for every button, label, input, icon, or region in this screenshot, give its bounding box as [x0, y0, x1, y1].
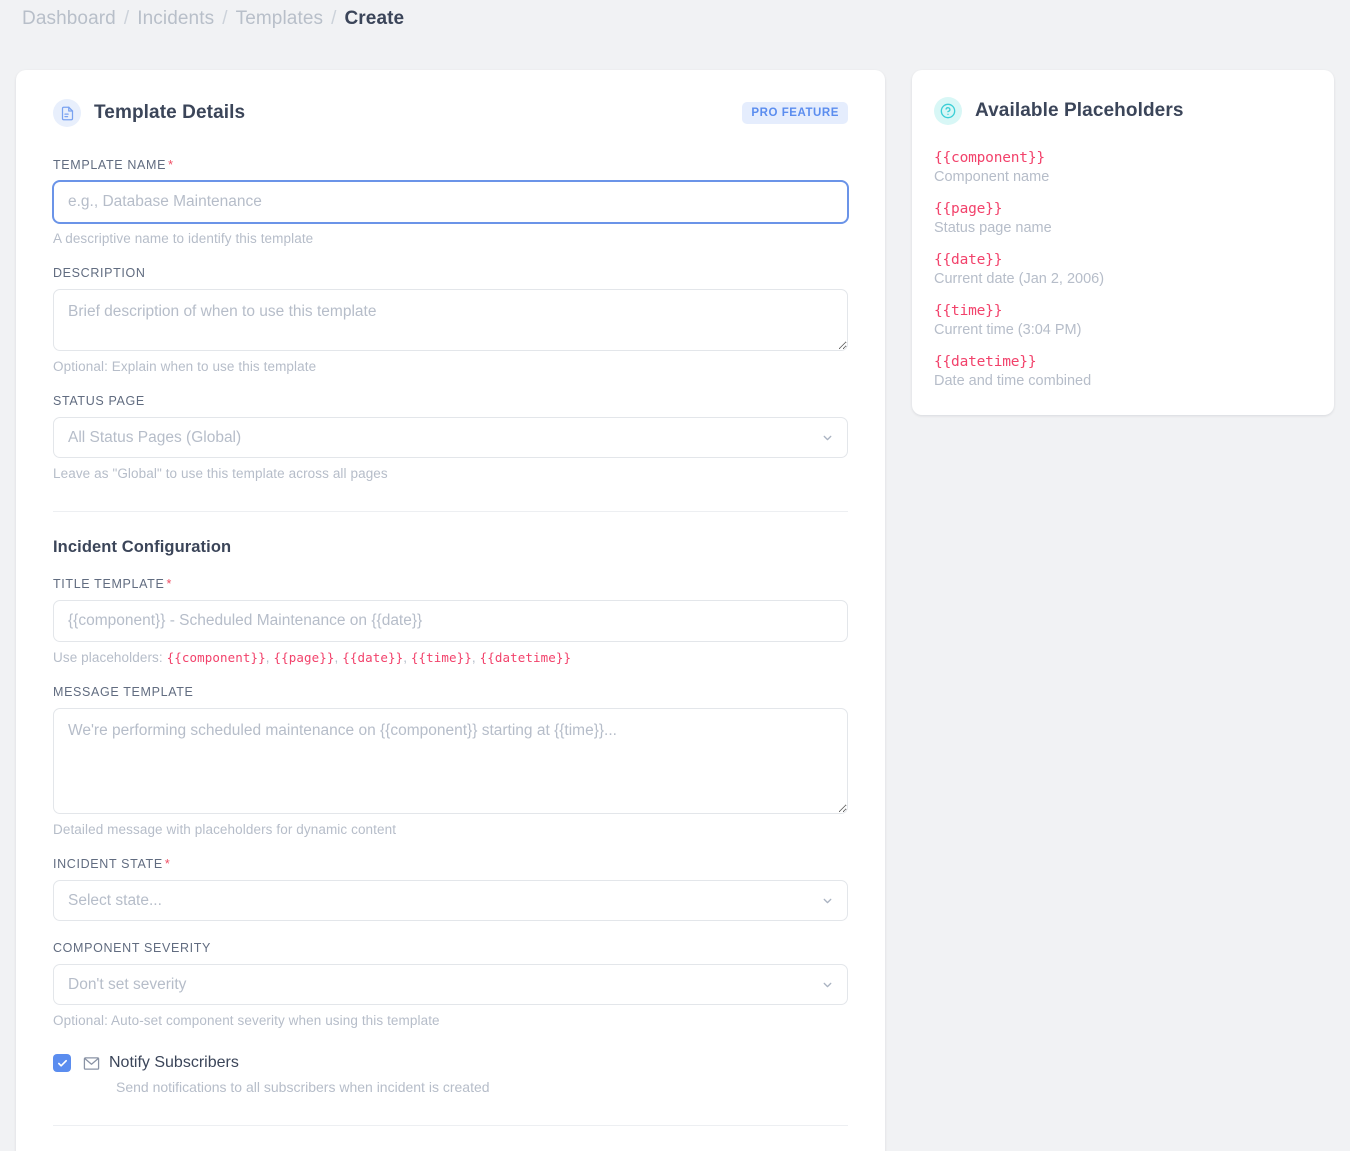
incident-configuration-heading: Incident Configuration [53, 538, 232, 556]
placeholder-code: {{component}} [934, 150, 1045, 166]
description-textarea[interactable] [53, 289, 848, 351]
incident-state-select-wrapper: Select state... [53, 880, 848, 921]
breadcrumb-item-create: Create [344, 8, 405, 29]
field-description: DESCRIPTION Optional: Explain when to us… [53, 266, 848, 374]
template-name-input[interactable] [53, 181, 848, 223]
notify-subscribers-label: Notify Subscribers [109, 1054, 239, 1071]
available-placeholders-card: Available Placeholders {{component}} Comp… [912, 70, 1334, 415]
template-name-label: TEMPLATE NAME * [53, 158, 174, 172]
message-template-hint: Detailed message with placeholders for d… [53, 822, 397, 837]
required-marker: * [166, 577, 172, 591]
placeholder-description: Current date (Jan 2, 2006) [934, 271, 1105, 287]
status-page-select-wrapper: All Status Pages (Global) [53, 417, 848, 458]
field-status-page: STATUS PAGE All Status Pages (Global) Le… [53, 394, 848, 481]
placeholder-item[interactable]: {{component}} Component name [934, 150, 1312, 185]
message-template-label: MESSAGE TEMPLATE [53, 685, 194, 699]
side-card-header: Available Placeholders [934, 94, 1312, 128]
title-template-input[interactable] [53, 600, 848, 642]
placeholder-description: Date and time combined [934, 373, 1092, 389]
component-severity-select[interactable]: Don't set severity [53, 964, 848, 1005]
field-title-template: TITLE TEMPLATE* Use placeholders: {{comp… [53, 577, 848, 665]
field-template-name: TEMPLATE NAME* A descriptive name to ide… [53, 158, 848, 246]
status-page-hint: Leave as "Global" to use this template a… [53, 466, 388, 481]
placeholder-token: {{datetime}} [479, 650, 572, 665]
placeholder-item[interactable]: {{datetime}} Date and time combined [934, 354, 1312, 389]
incident-state-label: INCIDENT STATE * [53, 857, 171, 871]
placeholder-list: {{component}} Component name {{page}} Statu… [934, 150, 1312, 389]
status-page-label: STATUS PAGE [53, 394, 145, 408]
component-severity-select-wrapper: Don't set severity [53, 964, 848, 1005]
field-incident-state: INCIDENT STATE * Select state... [53, 857, 848, 921]
breadcrumb-item-templates[interactable]: Templates [235, 8, 324, 29]
breadcrumb: Dashboard / Incidents / Templates / Crea… [22, 8, 404, 30]
document-icon [53, 99, 81, 127]
incident-state-select[interactable]: Select state... [53, 880, 848, 921]
description-hint: Optional: Explain when to use this templ… [53, 359, 317, 374]
placeholder-token: {{time}} [410, 650, 472, 665]
message-template-textarea[interactable] [53, 708, 848, 814]
component-severity-hint: Optional: Auto-set component severity wh… [53, 1013, 440, 1028]
breadcrumb-separator: / [123, 8, 130, 29]
envelope-icon [83, 1055, 100, 1072]
field-component-severity: COMPONENT SEVERITY Don't set severity Op… [53, 941, 848, 1028]
placeholder-token: {{component}} [166, 650, 266, 665]
title-template-label: TITLE TEMPLATE * [53, 577, 172, 591]
status-page-select[interactable]: All Status Pages (Global) [53, 417, 848, 458]
placeholder-code: {{time}} [934, 303, 1003, 319]
hint-placeholder-list: {{component}}, {{page}}, {{date}}, {{tim… [166, 650, 572, 665]
template-name-hint: A descriptive name to identify this temp… [53, 231, 314, 246]
side-card-title: Available Placeholders [975, 100, 1184, 121]
placeholder-code: {{date}} [934, 252, 1003, 268]
description-label: DESCRIPTION [53, 266, 146, 280]
placeholder-item[interactable]: {{time}} Current time (3:04 PM) [934, 303, 1312, 338]
component-severity-label: COMPONENT SEVERITY [53, 941, 212, 955]
breadcrumb-item-dashboard[interactable]: Dashboard [22, 8, 116, 29]
title-template-hint: Use placeholders: {{component}}, {{page}… [53, 650, 848, 665]
placeholder-code: {{datetime}} [934, 354, 1037, 370]
placeholder-token: {{date}} [342, 650, 404, 665]
page-title: Template Details [94, 102, 246, 123]
placeholder-code: {{page}} [934, 201, 1003, 217]
help-circle-icon [934, 97, 962, 125]
template-details-card: Template Details PRO FEATURE TEMPLATE NA… [16, 70, 885, 1151]
placeholder-token: {{page}} [273, 650, 335, 665]
placeholder-item[interactable]: {{page}} Status page name [934, 201, 1312, 236]
breadcrumb-separator: / [222, 8, 228, 29]
placeholder-description: Component name [934, 169, 1050, 185]
breadcrumb-separator: / [331, 8, 337, 29]
required-marker: * [168, 158, 174, 172]
breadcrumb-item-incidents[interactable]: Incidents [137, 8, 215, 29]
placeholder-item[interactable]: {{date}} Current date (Jan 2, 2006) [934, 252, 1312, 287]
notify-subscribers-row[interactable]: Notify Subscribers [53, 1054, 848, 1072]
placeholder-description: Current time (3:04 PM) [934, 322, 1082, 338]
section-divider [53, 511, 848, 512]
notify-subscribers-description: Send notifications to all subscribers wh… [116, 1079, 490, 1095]
pro-feature-badge: PRO FEATURE [742, 102, 848, 124]
hint-prefix: Use placeholders: [53, 650, 167, 665]
content-area: Template Details PRO FEATURE TEMPLATE NA… [16, 70, 1334, 1151]
field-message-template: MESSAGE TEMPLATE Detailed message with p… [53, 685, 848, 837]
notify-subscribers-checkbox[interactable] [53, 1054, 71, 1072]
card-header: Template Details PRO FEATURE [53, 96, 848, 130]
required-marker: * [164, 857, 171, 871]
placeholder-description: Status page name [934, 220, 1052, 236]
actions-divider [53, 1125, 848, 1126]
